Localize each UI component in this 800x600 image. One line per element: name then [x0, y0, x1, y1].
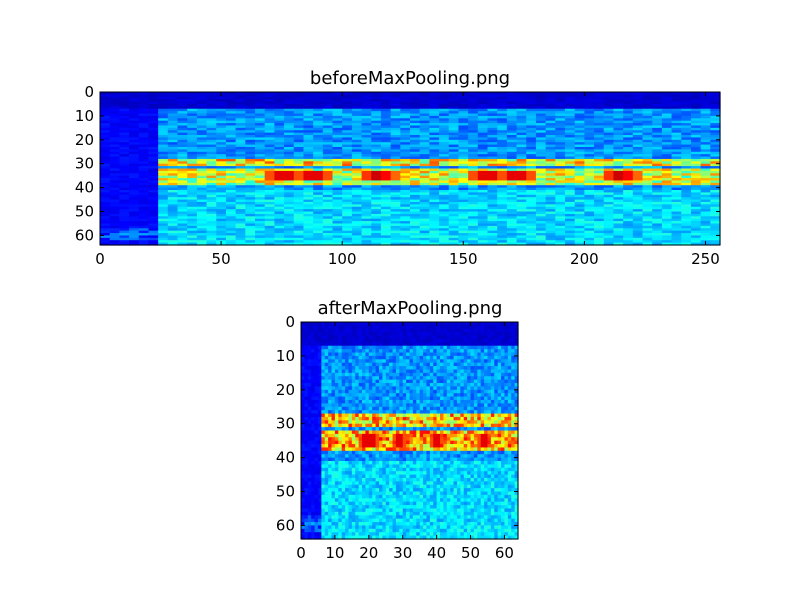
- plot-frame: [99, 91, 721, 246]
- x-tick-label: 20: [359, 544, 378, 562]
- y-tick-label: 10: [75, 107, 94, 125]
- x-tick-label: 150: [449, 250, 478, 268]
- y-tick-label: 0: [84, 83, 94, 101]
- x-tick-label: 40: [427, 544, 446, 562]
- chart-after-max-pooling: afterMaxPooling.png 0 10 20 30 40 50 600102030…: [276, 298, 519, 562]
- y-tick-label: 10: [276, 347, 295, 365]
- axis-ticks: 0 50 100 150 200 250 0 10 20 30 40 50 60: [75, 83, 720, 268]
- y-tick-label: 50: [75, 203, 94, 221]
- y-tick-label: 30: [276, 415, 295, 433]
- x-tick-label: 10: [325, 544, 344, 562]
- heatmap-image: [100, 92, 721, 246]
- y-tick-label: 40: [276, 449, 295, 467]
- x-tick-label: 30: [393, 544, 412, 562]
- x-tick-label: 50: [212, 250, 231, 268]
- chart-title: afterMaxPooling.png: [318, 298, 503, 319]
- y-tick-label: 30: [75, 155, 94, 173]
- heatmap-image: [301, 322, 519, 540]
- y-tick-label: 20: [75, 131, 94, 149]
- y-tick-label: 60: [276, 516, 295, 534]
- x-tick-label: 60: [495, 544, 514, 562]
- x-tick-label: 0: [95, 250, 105, 268]
- chart-title: beforeMaxPooling.png: [310, 68, 510, 89]
- y-tick-label: 60: [75, 226, 94, 244]
- x-tick-label: 0: [296, 544, 306, 562]
- x-tick-label: 200: [570, 250, 599, 268]
- x-tick-label: 100: [328, 250, 357, 268]
- y-tick-label: 0: [285, 313, 295, 331]
- y-tick-label: 20: [276, 381, 295, 399]
- x-tick-label: 50: [461, 544, 480, 562]
- x-tick-label: 250: [691, 250, 720, 268]
- plot-frame: [300, 321, 519, 540]
- chart-before-max-pooling: beforeMaxPooling.png 0 50 100 150 200 250 0 10 2…: [75, 68, 721, 268]
- y-tick-label: 50: [276, 483, 295, 501]
- y-tick-label: 40: [75, 179, 94, 197]
